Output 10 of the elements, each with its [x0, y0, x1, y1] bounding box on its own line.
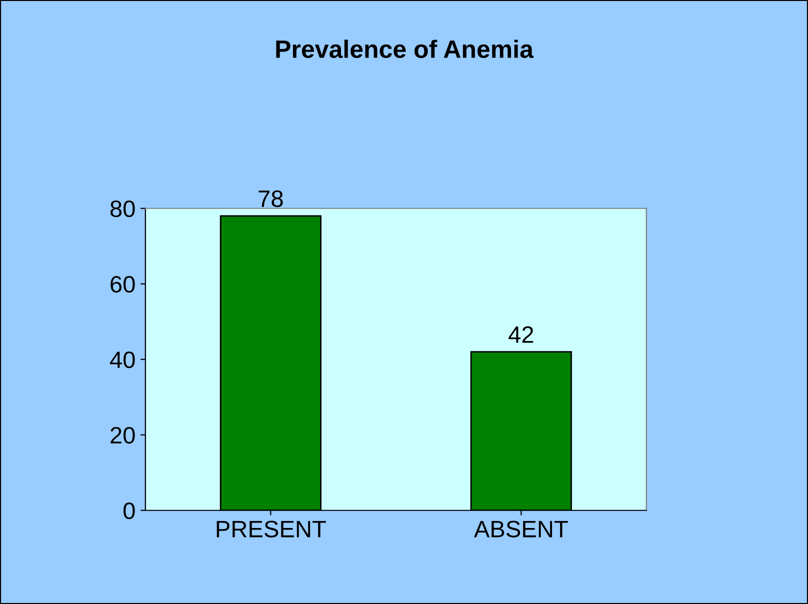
x-tick-label: ABSENT	[474, 520, 568, 538]
y-tick-label: 0	[124, 502, 135, 520]
chart-title: Prevalence of Anemia	[276, 40, 534, 58]
y-tick-label: 40	[110, 351, 135, 368]
y-tick-label: 60	[110, 276, 135, 293]
y-tick-label: 80	[110, 200, 135, 218]
y-tick-label: 20	[110, 426, 135, 444]
data-label: 78	[258, 190, 283, 208]
data-label: 42	[508, 326, 534, 343]
x-tick-label: PRESENT	[216, 520, 326, 538]
